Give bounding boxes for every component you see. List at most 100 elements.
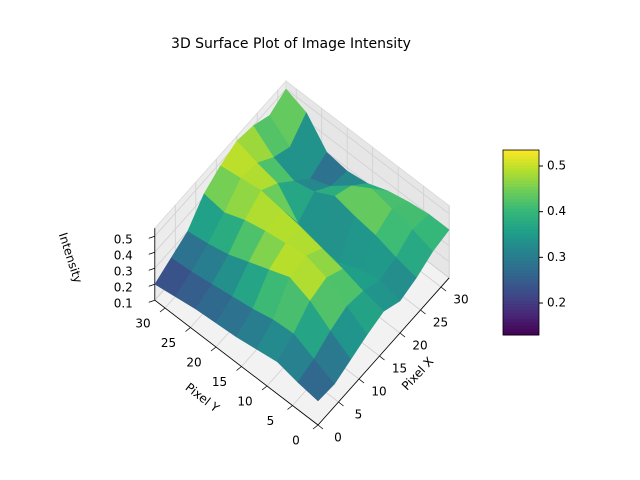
colorbar-band: [503, 273, 539, 277]
grid-line: [285, 88, 450, 215]
colorbar-band: [503, 159, 539, 163]
y-tick: [210, 346, 217, 352]
y-tick: [185, 327, 191, 332]
colorbar-band: [503, 150, 539, 154]
grid-line: [154, 88, 287, 237]
colorbar-band: [503, 199, 539, 203]
z-tick-label: 0.3: [114, 265, 133, 279]
colorbar-band: [503, 270, 539, 274]
colorbar-band: [503, 211, 539, 216]
colorbar-band: [503, 190, 539, 194]
surface: [154, 88, 450, 402]
colorbar-band: [503, 261, 539, 265]
y-tick: [312, 424, 319, 430]
y-tick: [236, 366, 242, 371]
colorbar-band: [503, 162, 539, 166]
x-tick-label: 30: [453, 293, 468, 307]
z-tick-label: 0.4: [114, 249, 133, 263]
x-tick: [358, 378, 365, 384]
colorbar-band: [503, 264, 539, 268]
colorbar-tick-label: 0.3: [547, 250, 566, 264]
colorbar-band: [503, 310, 539, 314]
colorbar-band: [503, 168, 539, 173]
colorbar-band: [503, 328, 539, 333]
colorbar-band: [503, 208, 539, 213]
colorbar-band: [503, 171, 539, 176]
y-tick-label: 20: [186, 356, 201, 370]
z-tick-label: 0.2: [114, 281, 133, 295]
x-tick: [317, 424, 324, 430]
colorbar-band: [503, 307, 539, 311]
chart-title: 3D Surface Plot of Image Intensity: [171, 36, 411, 52]
colorbar-band: [503, 313, 539, 317]
colorbar-band: [503, 205, 539, 210]
colorbar-band: [503, 301, 539, 305]
colorbar-band: [503, 276, 539, 280]
colorbar-tick-label: 0.2: [547, 296, 566, 310]
colorbar-band: [503, 202, 539, 206]
y-tick: [287, 405, 293, 410]
colorbar-band: [503, 288, 539, 293]
colorbar-frame: [502, 149, 540, 336]
colorbar-band: [503, 254, 539, 259]
colorbar-band: [503, 239, 539, 243]
colorbar-band: [503, 227, 539, 231]
y-tick: [159, 307, 166, 313]
y-axis-line: [154, 299, 319, 426]
z-tick: [148, 251, 155, 255]
x-tick: [379, 355, 385, 361]
colorbar: 0.2 0.3 0.4 0.5: [502, 149, 566, 336]
colorbar-band: [503, 165, 539, 169]
x-tick: [399, 332, 406, 338]
x-tick-label: 25: [433, 316, 448, 330]
colorbar-band: [503, 316, 539, 321]
colorbar-band: [503, 214, 539, 219]
colorbar-band: [503, 180, 539, 185]
z-tick-label: 0.5: [114, 233, 133, 247]
z-tick: [148, 283, 155, 287]
colorbar-band: [503, 153, 539, 157]
z-axis-label: Intensity: [56, 231, 85, 285]
colorbar-band: [503, 245, 539, 250]
colorbar-tick-label: 0.4: [547, 204, 566, 218]
colorbar-band: [503, 233, 539, 237]
x-tick-label: 0: [334, 431, 342, 445]
colorbar-band: [503, 304, 539, 308]
y-tick-label: 30: [135, 317, 150, 331]
x-tick-label: 5: [355, 408, 363, 422]
colorbar-band: [503, 285, 539, 290]
colorbar-band: [503, 242, 539, 247]
colorbar-band: [503, 224, 539, 228]
colorbar-band: [503, 298, 539, 302]
x-tick-label: 20: [412, 339, 427, 353]
z-tick: [148, 235, 155, 239]
colorbar-band: [503, 325, 539, 330]
colorbar-band: [503, 220, 539, 225]
x-tick: [338, 401, 344, 407]
colorbar-band: [503, 187, 539, 191]
colorbar-band: [503, 251, 539, 256]
colorbar-band: [503, 322, 539, 327]
y-tick-label: 10: [237, 395, 252, 409]
x-tick-label: 15: [392, 362, 407, 376]
colorbar-band: [503, 174, 539, 179]
z-tick-label: 0.1: [114, 297, 133, 311]
y-tick-label: 25: [161, 336, 176, 350]
colorbar-band: [503, 236, 539, 240]
y-tick-label: 15: [212, 375, 227, 389]
colorbar-band: [503, 267, 539, 271]
colorbar-band: [503, 319, 539, 324]
colorbar-band: [503, 196, 539, 200]
z-tick: [148, 299, 155, 303]
x-axis-line: [317, 277, 450, 426]
colorbar-band: [503, 279, 539, 284]
colorbar-band: [503, 291, 539, 296]
colorbar-band: [503, 156, 539, 160]
colorbar-band: [503, 282, 539, 287]
colorbar-tick-label: 0.5: [547, 158, 566, 172]
surface-patch: [297, 358, 335, 402]
colorbar-band: [503, 217, 539, 222]
x-tick-label: 10: [371, 385, 386, 399]
y-tick: [261, 385, 268, 391]
